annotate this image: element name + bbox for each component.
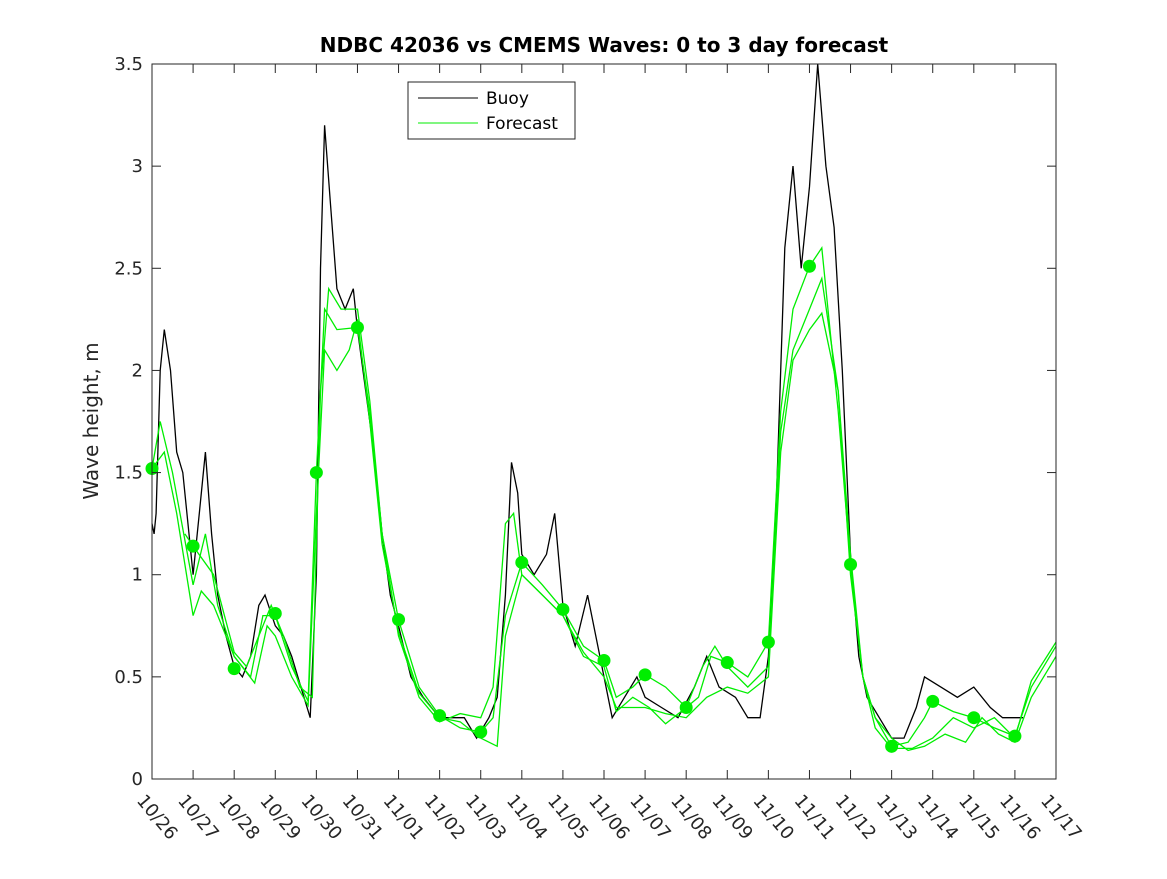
forecast-marker bbox=[761, 635, 775, 649]
forecast-marker bbox=[1008, 729, 1022, 743]
legend: Buoy Forecast bbox=[407, 81, 576, 140]
y-tick-label: 2 bbox=[132, 360, 143, 381]
forecast-marker bbox=[186, 539, 200, 553]
forecast-marker bbox=[515, 555, 529, 569]
legend-forecast-label: Forecast bbox=[486, 114, 558, 134]
forecast-marker bbox=[433, 709, 447, 723]
y-tick-label: 3 bbox=[132, 156, 143, 177]
forecast-marker bbox=[350, 321, 364, 335]
forecast-series-line-2 bbox=[151, 311, 1057, 752]
forecast-marker bbox=[268, 607, 282, 621]
y-tick-label: 1.5 bbox=[114, 463, 143, 484]
forecast-marker bbox=[926, 694, 940, 708]
forecast-marker bbox=[309, 466, 323, 480]
forecast-marker bbox=[885, 739, 899, 753]
legend-box bbox=[407, 81, 576, 140]
forecast-marker bbox=[392, 613, 406, 627]
legend-buoy-label: Buoy bbox=[486, 89, 529, 109]
forecast-marker bbox=[556, 602, 570, 616]
forecast-marker bbox=[720, 656, 734, 670]
y-tick-label: 0.5 bbox=[114, 667, 143, 688]
forecast-marker bbox=[227, 662, 241, 676]
y-tick-label: 1 bbox=[132, 565, 143, 586]
forecast-marker bbox=[638, 668, 652, 682]
forecast-marker bbox=[802, 259, 816, 273]
forecast-series-line-3 bbox=[184, 276, 1057, 750]
chart-title: NDBC 42036 vs CMEMS Waves: 0 to 3 day fo… bbox=[320, 33, 889, 57]
forecast-marker bbox=[597, 654, 611, 668]
y-tick-label: 0 bbox=[132, 769, 143, 790]
forecast-marker bbox=[474, 725, 488, 739]
y-tick-label: 2.5 bbox=[114, 258, 143, 279]
y-axis-label: Wave height, m bbox=[79, 342, 103, 499]
forecast-marker bbox=[844, 558, 858, 571]
forecast-marker bbox=[679, 701, 693, 714]
y-tick-label: 3.5 bbox=[114, 54, 143, 75]
forecast-series-line-1 bbox=[151, 246, 1057, 748]
forecast-marker bbox=[967, 711, 981, 725]
